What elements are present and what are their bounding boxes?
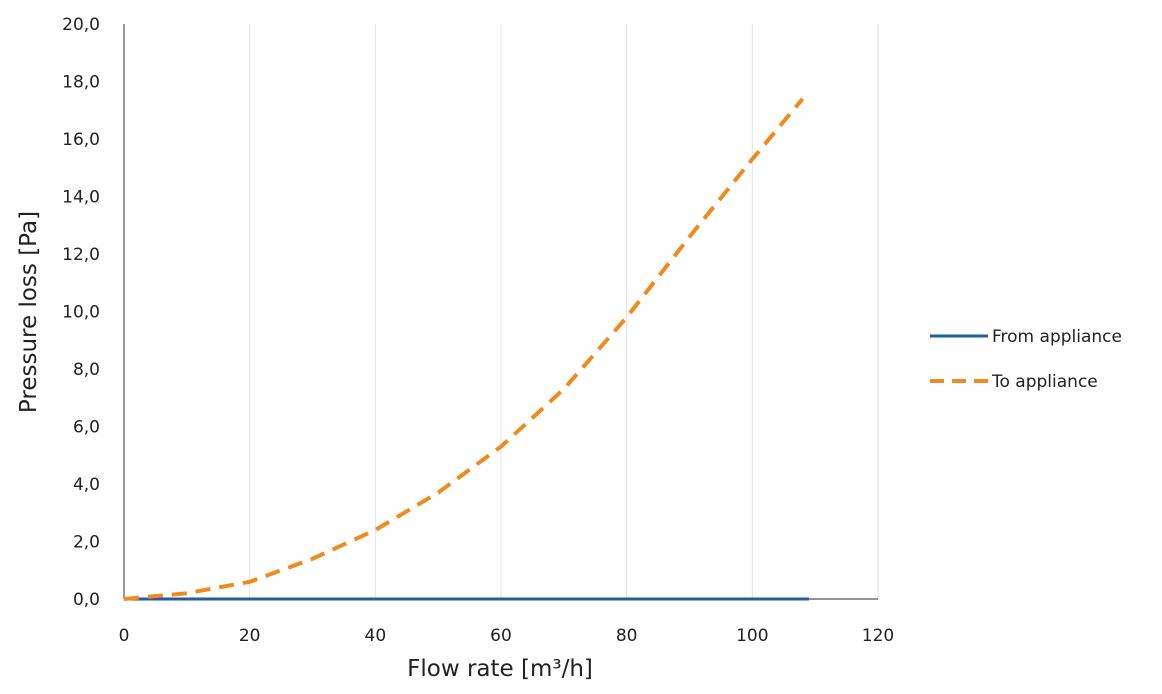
y-tick-label: 4,0 (73, 475, 100, 495)
y-tick-label: 6,0 (73, 418, 100, 438)
x-axis-title: Flow rate [m³/h] (407, 656, 593, 682)
y-tick-label: 12,0 (62, 245, 100, 265)
legend: From appliance To appliance (930, 327, 1122, 392)
y-tick-label: 2,0 (73, 533, 100, 553)
y-tick-label: 16,0 (62, 130, 100, 150)
y-tick-label: 20,0 (62, 15, 100, 35)
y-tick-label: 14,0 (62, 188, 100, 208)
grid-layer (249, 24, 879, 599)
legend-label: To appliance (991, 372, 1098, 392)
series-layer (123, 97, 809, 601)
x-tick-label: 40 (365, 626, 387, 646)
x-tick-label: 120 (862, 626, 894, 646)
x-tick-label: 20 (239, 626, 261, 646)
y-tick-label: 0,0 (73, 590, 100, 610)
y-tick-label: 8,0 (73, 360, 100, 380)
legend-label: From appliance (992, 327, 1122, 347)
x-tick-label: 100 (736, 626, 768, 646)
y-tick-label: 10,0 (62, 303, 100, 323)
y-axis-title: Pressure loss [Pa] (16, 211, 42, 413)
axis-layer: 0 20 40 60 80 100 120 0,0 2,0 4,0 6,0 8,0 10,0 12,0 14… (62, 15, 894, 646)
x-tick-label: 80 (616, 626, 638, 646)
y-tick-label: 18,0 (62, 73, 100, 93)
x-tick-label: 60 (490, 626, 512, 646)
x-tick-label: 0 (119, 626, 130, 646)
series-line-to-appliance (123, 97, 805, 601)
